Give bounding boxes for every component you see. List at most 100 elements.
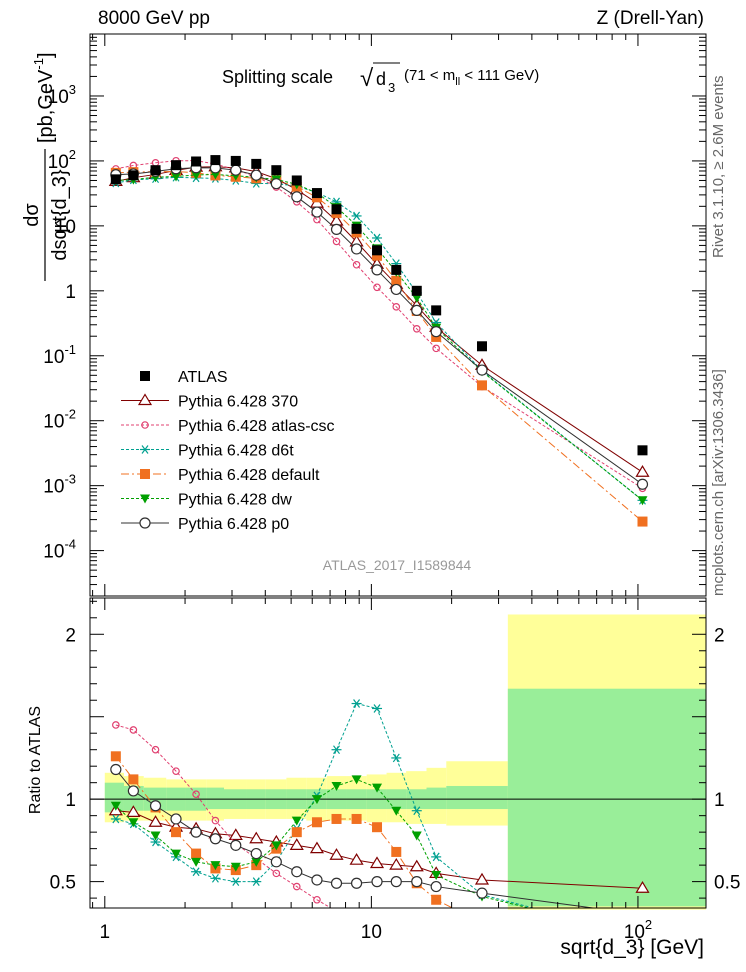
plot-title-var-sub: 3 <box>388 80 395 95</box>
ratio-point-p0 <box>110 763 122 776</box>
ratio-point-atlascsc <box>272 869 281 878</box>
ratio-point-dw <box>171 849 182 859</box>
ratio-point-d6t <box>351 699 362 708</box>
y-tick-label: 1 <box>65 282 76 303</box>
x-tick-label: 10 <box>361 922 382 943</box>
legend-label-atlascsc: Pythia 6.428 atlas-csc <box>178 418 335 435</box>
ratio-point-atlascsc <box>151 745 160 754</box>
ratio-point-d6t <box>331 745 342 755</box>
point-atlascsc <box>432 344 440 353</box>
ylabel-units-close: ] <box>35 52 57 58</box>
legend: ATLAS Pythia 6.428 370 Pythia 6.428 atlas-… <box>121 369 335 533</box>
point-default <box>476 380 487 391</box>
ratio-point-p0 <box>411 876 423 888</box>
ratio-point-d6t-c <box>392 753 400 763</box>
ratio-line-atlascsc <box>115 724 332 908</box>
ratio-point-p0 <box>250 847 262 860</box>
ratio-point-atlascsc <box>313 895 321 904</box>
main-frame <box>89 33 707 597</box>
band-inner <box>507 688 706 907</box>
ratio-point-dw <box>271 841 282 851</box>
ratio-point-d6t-c <box>252 877 260 886</box>
ratio-frame <box>89 597 707 909</box>
point-p0 <box>371 264 383 276</box>
ratio-point-d6t-c <box>353 699 361 708</box>
ratio-point-370 <box>329 848 344 860</box>
ratio-point-p0 <box>230 839 242 851</box>
point-p0 <box>230 164 242 176</box>
ratio-point-d6t-c <box>211 873 219 883</box>
legend-marker-d6t-c <box>141 445 149 454</box>
ratio-point-dw <box>411 831 422 841</box>
band-inner <box>426 787 447 810</box>
legend-label-atlas: ATLAS <box>178 369 228 386</box>
atlas-point <box>431 305 442 316</box>
atlas-point <box>372 245 383 256</box>
ratio-point-default <box>331 813 342 824</box>
ratio-point-d6t-c <box>112 814 120 824</box>
point-p0 <box>330 223 343 236</box>
point-p0 <box>350 243 363 255</box>
point-p0 <box>476 364 488 376</box>
plot-title-main: Splitting scale <box>222 67 333 87</box>
point-d6t <box>372 233 383 243</box>
y-tick-label: 10-3 <box>43 472 76 498</box>
ratio-point-d6t <box>230 877 241 886</box>
ratio-point-default <box>351 813 362 824</box>
ratio-point-p0 <box>149 800 162 812</box>
ratio-point-d6t <box>391 753 402 763</box>
ratio-point-default <box>311 817 322 828</box>
ratio-y-label: Ratio to ATLAS <box>27 706 44 814</box>
legend-entry-370: Pythia 6.428 370 <box>121 393 298 411</box>
plot-title-cut: (71 < mll < 111 GeV) <box>404 67 539 88</box>
ratio-point-p0 <box>291 866 303 878</box>
point-p0 <box>411 304 423 316</box>
point-p0 <box>430 326 442 338</box>
ratio-point-d6t-c <box>152 837 160 847</box>
legend-label-default: Pythia 6.428 default <box>178 467 320 484</box>
legend-label-d6t: Pythia 6.428 d6t <box>178 443 294 460</box>
atlas-point <box>150 165 161 176</box>
legend-entry-atlas: ATLAS <box>140 369 228 386</box>
legend-marker-p0 <box>139 517 151 529</box>
ratio-point-atlascsc <box>192 790 200 799</box>
atlas-point <box>210 155 221 166</box>
ratio-point-default <box>191 848 202 859</box>
ratio-point-atlascsc <box>334 907 339 908</box>
ratio-point-370 <box>249 831 264 844</box>
ratio-point-atlascsc <box>292 882 301 891</box>
atlas-point <box>351 223 362 234</box>
series-line-atlascsc <box>115 160 643 489</box>
point-370 <box>635 465 650 477</box>
legend-label-dw: Pythia 6.428 dw <box>178 492 292 509</box>
ratio-point-default <box>110 751 121 762</box>
ratio-point-d6t-c <box>432 852 440 862</box>
legend-entry-d6t: Pythia 6.428 d6t <box>121 443 294 460</box>
ratio-point-370 <box>289 838 304 850</box>
atlas-point <box>230 155 241 166</box>
ratio-point-default <box>291 827 302 838</box>
ratio-point-dw <box>331 781 342 791</box>
ratio-point-default <box>171 827 182 838</box>
atlas-point <box>128 170 139 181</box>
atlas-point <box>271 165 282 176</box>
point-d6t <box>351 211 362 221</box>
ratio-point-370 <box>349 853 364 865</box>
y-axis-label: dσ dsqrt{d_3} [pb,GeV-1] <box>21 52 71 281</box>
ratio-point-p0 <box>311 874 323 886</box>
cut-sub: ll <box>455 76 460 88</box>
ylabel-bottom: dsqrt{d_3} <box>49 169 71 261</box>
ratio-point-370 <box>409 859 424 872</box>
ylabel-top: dσ <box>21 203 43 227</box>
point-atlascsc <box>392 303 401 311</box>
atlas-point <box>391 264 402 275</box>
ratio-y-tick-label-right: 0.5 <box>714 873 740 894</box>
ratio-point-p0 <box>476 887 488 899</box>
ratio-point-370 <box>389 857 404 870</box>
ratio-point-dw <box>391 806 402 816</box>
y-tick-label: 10 <box>55 217 76 238</box>
ylabel-units-text: [pb,GeV <box>35 69 57 143</box>
ratio-point-dw <box>291 816 302 826</box>
ratio-point-370 <box>228 828 243 841</box>
ratio-point-d6t-c <box>373 704 381 713</box>
